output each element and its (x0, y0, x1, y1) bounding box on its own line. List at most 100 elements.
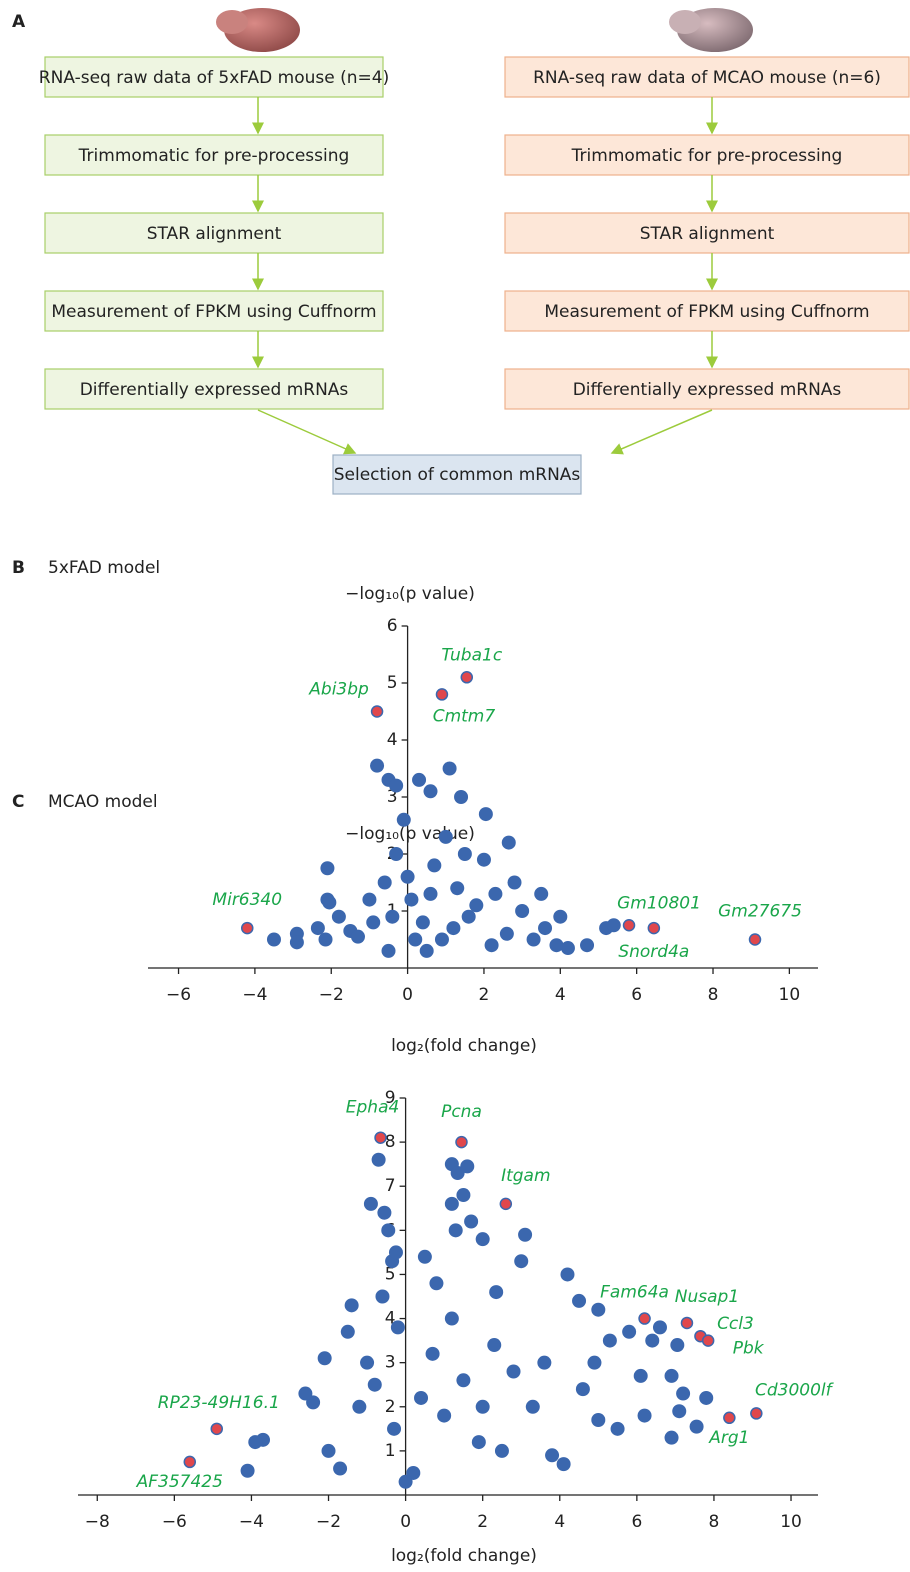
point (748, 933, 762, 946)
point (442, 761, 457, 776)
point-label: Cmtm7 (433, 706, 496, 726)
point-label: RP23-49H16.1 (158, 1393, 280, 1413)
point (360, 1355, 375, 1370)
point (456, 1188, 471, 1203)
point (385, 909, 400, 924)
point (560, 1267, 575, 1282)
y-tick-label: 1 (385, 1441, 396, 1461)
flow-label: Differentially expressed mRNAs (80, 380, 349, 400)
point (444, 1196, 459, 1211)
point (266, 932, 281, 947)
flow-box (44, 134, 384, 176)
point (622, 1324, 637, 1339)
point (370, 705, 384, 718)
merge-box (332, 454, 582, 495)
point (526, 932, 541, 947)
point-label: Gm10801 (617, 893, 701, 913)
point (606, 918, 621, 933)
point (637, 1408, 652, 1423)
panel-label: B (12, 558, 25, 578)
y-axis-label: −log₁₀(p value) (345, 824, 475, 844)
point (591, 1413, 606, 1428)
merge-label: Selection of common mRNAs (334, 465, 581, 485)
point (425, 1346, 440, 1361)
point (457, 847, 472, 861)
x-tick-label: 10 (779, 985, 801, 1005)
x-tick-label: 8 (708, 985, 719, 1005)
point (434, 932, 449, 947)
y-tick-label: 5 (385, 1264, 396, 1284)
x-tick-label: 10 (780, 1512, 802, 1532)
point (475, 1232, 490, 1247)
point (363, 1196, 378, 1211)
point (289, 935, 304, 950)
x-tick-label: −4 (242, 985, 267, 1005)
point (670, 1338, 685, 1353)
point (388, 1245, 403, 1260)
point (515, 904, 530, 918)
point (456, 1373, 471, 1388)
point (419, 943, 434, 958)
point (638, 1312, 651, 1325)
point (322, 895, 337, 910)
point-label: Itgam (501, 1166, 550, 1186)
point-label: Fam64a (600, 1283, 669, 1303)
point (464, 1214, 479, 1229)
point (460, 1159, 475, 1174)
y-tick-label: 3 (385, 1353, 396, 1373)
flow-label: Trimmomatic for pre-processing (78, 146, 350, 166)
arrow (257, 409, 357, 455)
point (423, 886, 438, 901)
point (507, 875, 522, 890)
flow-box (504, 212, 910, 254)
point (375, 1289, 390, 1304)
flow-box (504, 56, 910, 98)
point-label: Epha4 (346, 1098, 400, 1118)
point-label: Gm27675 (718, 902, 802, 922)
point-label: Nusap1 (675, 1287, 739, 1307)
point (396, 812, 411, 827)
point-label: Pcna (441, 1102, 482, 1122)
x-tick-label: −6 (162, 1512, 187, 1532)
point (518, 1227, 533, 1242)
point (501, 835, 516, 850)
point (676, 1386, 691, 1401)
point (723, 1411, 736, 1425)
point (377, 1205, 392, 1220)
x-tick-label: −2 (319, 985, 344, 1005)
point (331, 909, 346, 924)
point (374, 1131, 387, 1144)
y-tick-label: 4 (387, 730, 398, 750)
point (602, 1333, 617, 1348)
y-axis-label: −log₁₀(p value) (345, 584, 475, 604)
point (412, 772, 427, 787)
point-label: Ccl3 (717, 1314, 754, 1334)
y-tick-label: 4 (385, 1309, 396, 1329)
point (183, 1455, 197, 1469)
x-tick-label: 6 (631, 1512, 642, 1532)
flow-box (44, 290, 384, 332)
point (699, 1390, 714, 1405)
x-tick-label: 0 (402, 985, 413, 1005)
flowchart: RNA-seq raw data of 5xFAD mouse (n=4) Tri… (39, 56, 910, 410)
point (450, 881, 465, 896)
point (423, 784, 438, 799)
point (591, 1302, 606, 1317)
point (475, 1399, 490, 1414)
point (438, 829, 453, 844)
point (320, 861, 335, 876)
x-tick-label: 0 (400, 1512, 411, 1532)
y-tick-label: 3 (387, 787, 398, 807)
flow-label: Measurement of FPKM using Cuffnorm (544, 302, 869, 322)
point (317, 1351, 332, 1366)
point (371, 1152, 386, 1167)
x-tick-label: 4 (554, 1512, 565, 1532)
y-tick-label: 7 (385, 1176, 396, 1196)
point (538, 921, 553, 936)
point (240, 1463, 255, 1478)
point (321, 1443, 336, 1458)
arrow (610, 409, 713, 455)
point (344, 1298, 359, 1313)
x-tick-label: 6 (631, 985, 642, 1005)
point-label: AF357425 (136, 1472, 223, 1492)
